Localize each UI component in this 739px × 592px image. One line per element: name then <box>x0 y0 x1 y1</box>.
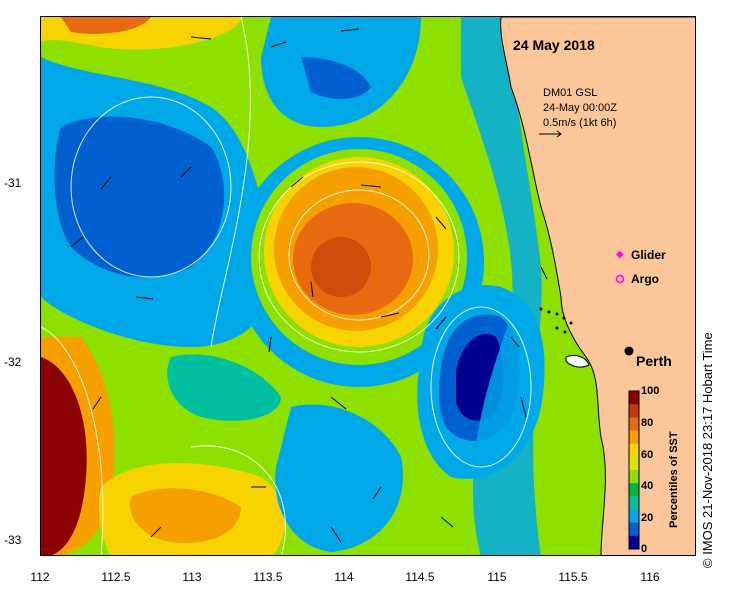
colorbar-tick-label: 40 <box>641 480 654 492</box>
colorbar-tick-label: 100 <box>641 385 660 397</box>
colorbar-segment <box>629 430 639 445</box>
x-tick-label: 115 <box>487 570 507 584</box>
land-western-australia <box>500 17 695 555</box>
colorbar-tick-label: 20 <box>641 512 654 524</box>
rottnest-island <box>565 354 590 368</box>
colorbar-segment <box>629 535 639 550</box>
warm-eddy-center <box>311 237 371 297</box>
glider-track <box>539 307 573 334</box>
station-label: DM01 GSL <box>543 87 598 99</box>
date-title: 24 May 2018 <box>513 37 595 53</box>
colorbar-segment <box>629 404 639 418</box>
cold-eddy-west-core <box>54 116 225 278</box>
sst-field: ◆ <box>41 17 695 555</box>
x-tick-label: 114 <box>334 570 354 584</box>
northern-blue-patch <box>301 57 371 99</box>
colorbar-segment <box>629 456 639 471</box>
colorbar-segment <box>629 483 639 497</box>
colorbar-border <box>628 390 640 550</box>
sst-map: ◆ 24 May 2018 DM01 GSL 24-May 00:00Z 0.5… <box>40 16 696 556</box>
current-scale-arrow <box>539 130 562 138</box>
y-tick-label: -33 <box>4 533 22 547</box>
perth-marker <box>624 346 634 356</box>
warm-patch-southwest-core <box>41 357 87 555</box>
colorbar-segment <box>629 522 639 537</box>
x-tick-label: 116 <box>640 570 660 584</box>
colorbar-segment <box>629 509 639 524</box>
teal-filament <box>167 354 281 421</box>
colorbar-segment <box>629 470 639 484</box>
colorbar-title: Percentiles of SST <box>668 431 680 528</box>
x-tick-label: 113 <box>182 570 202 584</box>
argo-legend-label: Argo <box>631 272 659 286</box>
colorbar-tick-label: 80 <box>641 417 654 429</box>
glider-legend-label: Glider <box>631 248 666 262</box>
colorbar-segment <box>629 443 639 458</box>
y-tick-label: -31 <box>4 176 22 190</box>
colorbar-segment <box>629 417 639 431</box>
vector-time-label: 24-May 00:00Z <box>543 102 617 114</box>
vector-scale-label: 0.5m/s (1kt 6h) <box>543 117 617 129</box>
x-tick-label: 115.5 <box>558 570 588 584</box>
x-tick-label: 114.5 <box>405 570 435 584</box>
shelf-current-band <box>461 17 542 555</box>
colorbar-tick-label: 60 <box>641 449 654 461</box>
colorbar-segment <box>629 496 639 510</box>
x-tick-label: 113.5 <box>253 570 283 584</box>
y-tick-label: -32 <box>4 355 22 369</box>
glider-legend-marker: ◆ <box>616 249 624 260</box>
x-tick-label: 112.5 <box>101 570 131 584</box>
ssh-contours <box>41 17 532 555</box>
perth-label: Perth <box>636 353 672 369</box>
southern-orange-band <box>130 488 241 543</box>
x-tick-label: 112 <box>30 570 50 584</box>
colorbar-tick-label: 0 <box>641 543 648 555</box>
argo-legend-marker <box>615 274 625 284</box>
colorbar-segment <box>629 391 639 405</box>
current-vectors <box>70 28 548 543</box>
warm-patch-north <box>61 17 151 34</box>
copyright-notice: © IMOS 21-Nov-2018 23:17 Hobart Time <box>700 332 715 568</box>
sst-colorbar <box>628 390 640 550</box>
southern-cyan-patch <box>275 404 403 552</box>
